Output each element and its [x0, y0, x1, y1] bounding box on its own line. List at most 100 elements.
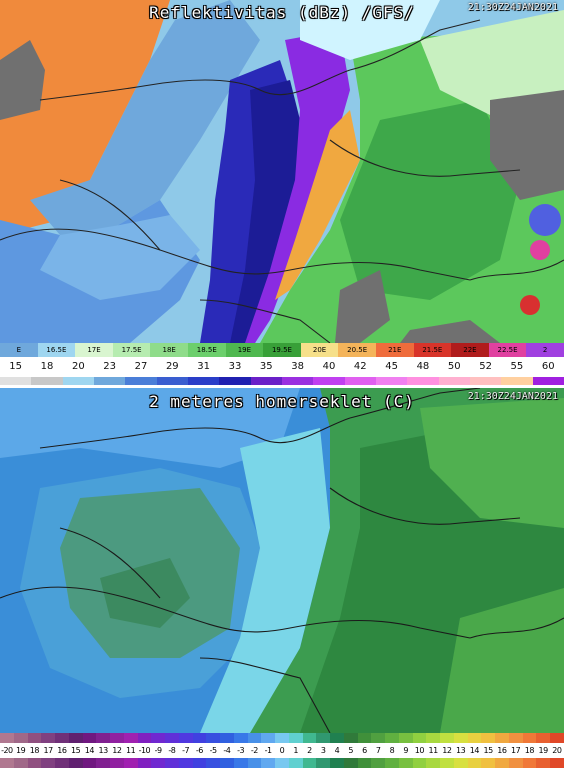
temperature-color-swatch: [357, 733, 372, 743]
temperature-label: 15: [71, 746, 81, 755]
temperature-color-swatch: [206, 733, 220, 743]
temperature-bottom-swatch: [110, 758, 124, 768]
dbz-color-swatch: [281, 377, 314, 385]
temperature-color-swatch: [426, 733, 440, 743]
temperature-bottom-swatch: [343, 758, 358, 768]
temperature-color-swatch: [412, 733, 427, 743]
temperature-bottom-swatch: [41, 758, 55, 768]
dbz-label: 42: [353, 361, 367, 372]
dbz-color-swatch: [469, 377, 502, 385]
temperature-bottom-swatch: [151, 758, 165, 768]
dbz-label: 40: [322, 361, 336, 372]
dbz-label: 48: [416, 361, 430, 372]
temperature-color-swatch: [96, 733, 110, 743]
temperature-label: 17: [511, 746, 521, 755]
temperature-label: 5: [348, 746, 353, 755]
dbz-label: 45: [385, 361, 398, 372]
temperature-bottom-swatch: [536, 758, 550, 768]
temperature-color-swatch: [178, 733, 193, 743]
dbz-label: 18: [40, 361, 54, 372]
dbz-color-swatch: [438, 377, 470, 385]
temperature-label: 11: [428, 746, 439, 755]
temperature-bottom-swatch: [550, 758, 564, 768]
temperature-bottom-swatch: [371, 758, 385, 768]
temperature-label: 18: [524, 746, 535, 755]
temperature-label: 0: [279, 746, 285, 755]
temperature-color-swatch: [275, 733, 289, 743]
temperature-color-swatch: [440, 733, 454, 743]
temperature-bottom-swatch: [220, 758, 234, 768]
temperature-label: -10: [138, 746, 151, 755]
temperature-color-swatch: [467, 733, 482, 743]
temperature-label: 8: [389, 746, 395, 755]
dbz-color-swatch: [532, 377, 564, 385]
temperature-title: 2 meteres homerseklet (C): [149, 392, 415, 411]
temperature-color-swatch: [371, 733, 385, 743]
temperature-bottom-swatch: [82, 758, 97, 768]
temperature-bottom-swatch: [178, 758, 193, 768]
temperature-bottom-swatch: [357, 758, 372, 768]
temperature-color-swatch: [123, 733, 138, 743]
temperature-bottom-swatch: [55, 758, 69, 768]
temperature-label: 20: [552, 746, 562, 755]
temperature-color-swatch: [316, 733, 330, 743]
temperature-bottom-swatch: [316, 758, 330, 768]
temperature-color-swatch: [247, 733, 262, 743]
temperature-label: 16: [57, 746, 67, 755]
temperature-color-swatch: [27, 733, 42, 743]
dbz-color-swatch: [156, 377, 188, 385]
temperature-bottom-swatch: [288, 758, 303, 768]
temperature-bottom-swatch: [247, 758, 262, 768]
temperature-label: -9: [154, 746, 162, 755]
temperature-color-swatch: [110, 733, 124, 743]
dbz-label: 23: [103, 361, 117, 372]
temperature-bottom-swatch: [275, 758, 289, 768]
dbz-color-swatch: [501, 377, 533, 385]
temperature-bottom-swatch: [426, 758, 440, 768]
temperature-label: 3: [320, 746, 326, 755]
temperature-label: -5: [209, 746, 217, 755]
temperature-label: 11: [126, 746, 136, 755]
temperature-label: 10: [414, 746, 425, 755]
temperature-color-swatch: [13, 733, 28, 743]
temperature-bottom-swatch: [481, 758, 495, 768]
temperature-bottom-swatch: [467, 758, 482, 768]
longitude-label: 20E: [300, 343, 339, 357]
temperature-bottom-swatch: [0, 758, 14, 768]
dbz-label: 29: [165, 361, 179, 372]
dbz-color-swatch: [250, 377, 282, 385]
dbz-color-swatch: [31, 377, 63, 385]
temperature-bottom-swatch: [440, 758, 454, 768]
temperature-bottom-strip: [0, 758, 564, 768]
temperature-bottom-swatch: [385, 758, 399, 768]
temperature-bottom-swatch: [137, 758, 152, 768]
temperature-color-swatch: [536, 733, 550, 743]
temperature-label: 4: [334, 746, 340, 755]
temperature-label: 19: [538, 746, 549, 755]
temperature-color-swatch: [151, 733, 165, 743]
dbz-color-swatch: [187, 377, 220, 385]
dbz-color-swatch: [219, 377, 251, 385]
dbz-color-swatch: [344, 377, 376, 385]
temperature-label: 12: [112, 746, 122, 755]
temperature-bottom-swatch: [192, 758, 207, 768]
temperature-label: -2: [250, 746, 258, 755]
temperature-label: 13: [98, 746, 109, 755]
temperature-label: 15: [483, 746, 494, 755]
longitude-label: E: [0, 343, 38, 357]
temperature-bottom-swatch: [206, 758, 220, 768]
temperature-color-swatch: [233, 733, 248, 743]
temperature-color-bar: [0, 733, 564, 743]
temperature-map: [0, 388, 564, 733]
longitude-label: 22.5E: [488, 343, 527, 357]
temperature-label: 14: [84, 746, 95, 755]
temperature-label: 19: [16, 746, 26, 755]
temperature-color-swatch: [137, 733, 152, 743]
temperature-bottom-swatch: [123, 758, 138, 768]
temperature-color-swatch: [508, 733, 523, 743]
temperature-label: -4: [223, 746, 231, 755]
temperature-color-swatch: [261, 733, 275, 743]
temperature-bottom-swatch: [27, 758, 42, 768]
longitude-label: 21.5E: [413, 343, 452, 357]
temperature-bottom-swatch: [96, 758, 110, 768]
